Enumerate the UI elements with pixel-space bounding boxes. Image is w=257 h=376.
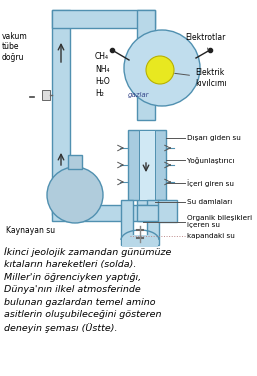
Text: İkinci jeolojik zamandan günümüze
kıtaların hareketleri (solda).
Miller'in öğren: İkinci jeolojik zamandan günümüze kıtala… (4, 247, 171, 333)
Text: Kaynayan su: Kaynayan su (6, 226, 55, 235)
Text: Organik bileşikleri
içeren su: Organik bileşikleri içeren su (187, 215, 252, 228)
Text: kapandaki su: kapandaki su (187, 233, 235, 239)
Bar (137, 205, 159, 221)
Text: Yoğunlaştırıcı: Yoğunlaştırıcı (187, 156, 234, 164)
Bar (137, 10, 155, 120)
Bar (128, 130, 166, 200)
Circle shape (47, 167, 103, 223)
Bar (68, 155, 82, 169)
Text: vakum
tübe
doğru: vakum tübe doğru (2, 32, 28, 62)
Text: Dışarı giden su: Dışarı giden su (187, 135, 241, 141)
Text: gazlar: gazlar (128, 92, 150, 98)
Bar (42, 90, 50, 100)
Text: İçeri giren su: İçeri giren su (187, 179, 234, 187)
Bar (52, 205, 152, 221)
Text: Elektrotlar: Elektrotlar (185, 33, 225, 50)
Circle shape (146, 56, 174, 84)
Circle shape (124, 30, 200, 106)
Text: CH₄
NH₄
H₂O
H₂: CH₄ NH₄ H₂O H₂ (95, 52, 110, 99)
Text: Su damlaları: Su damlaları (187, 199, 232, 205)
Bar (52, 10, 70, 215)
Bar (147, 200, 159, 245)
Bar (122, 235, 158, 247)
Text: Elektrik
kıvılcımı: Elektrik kıvılcımı (175, 68, 227, 88)
Bar (139, 130, 155, 200)
Bar (158, 200, 177, 222)
Bar (52, 10, 155, 28)
Bar (137, 160, 155, 220)
Bar (121, 200, 133, 245)
